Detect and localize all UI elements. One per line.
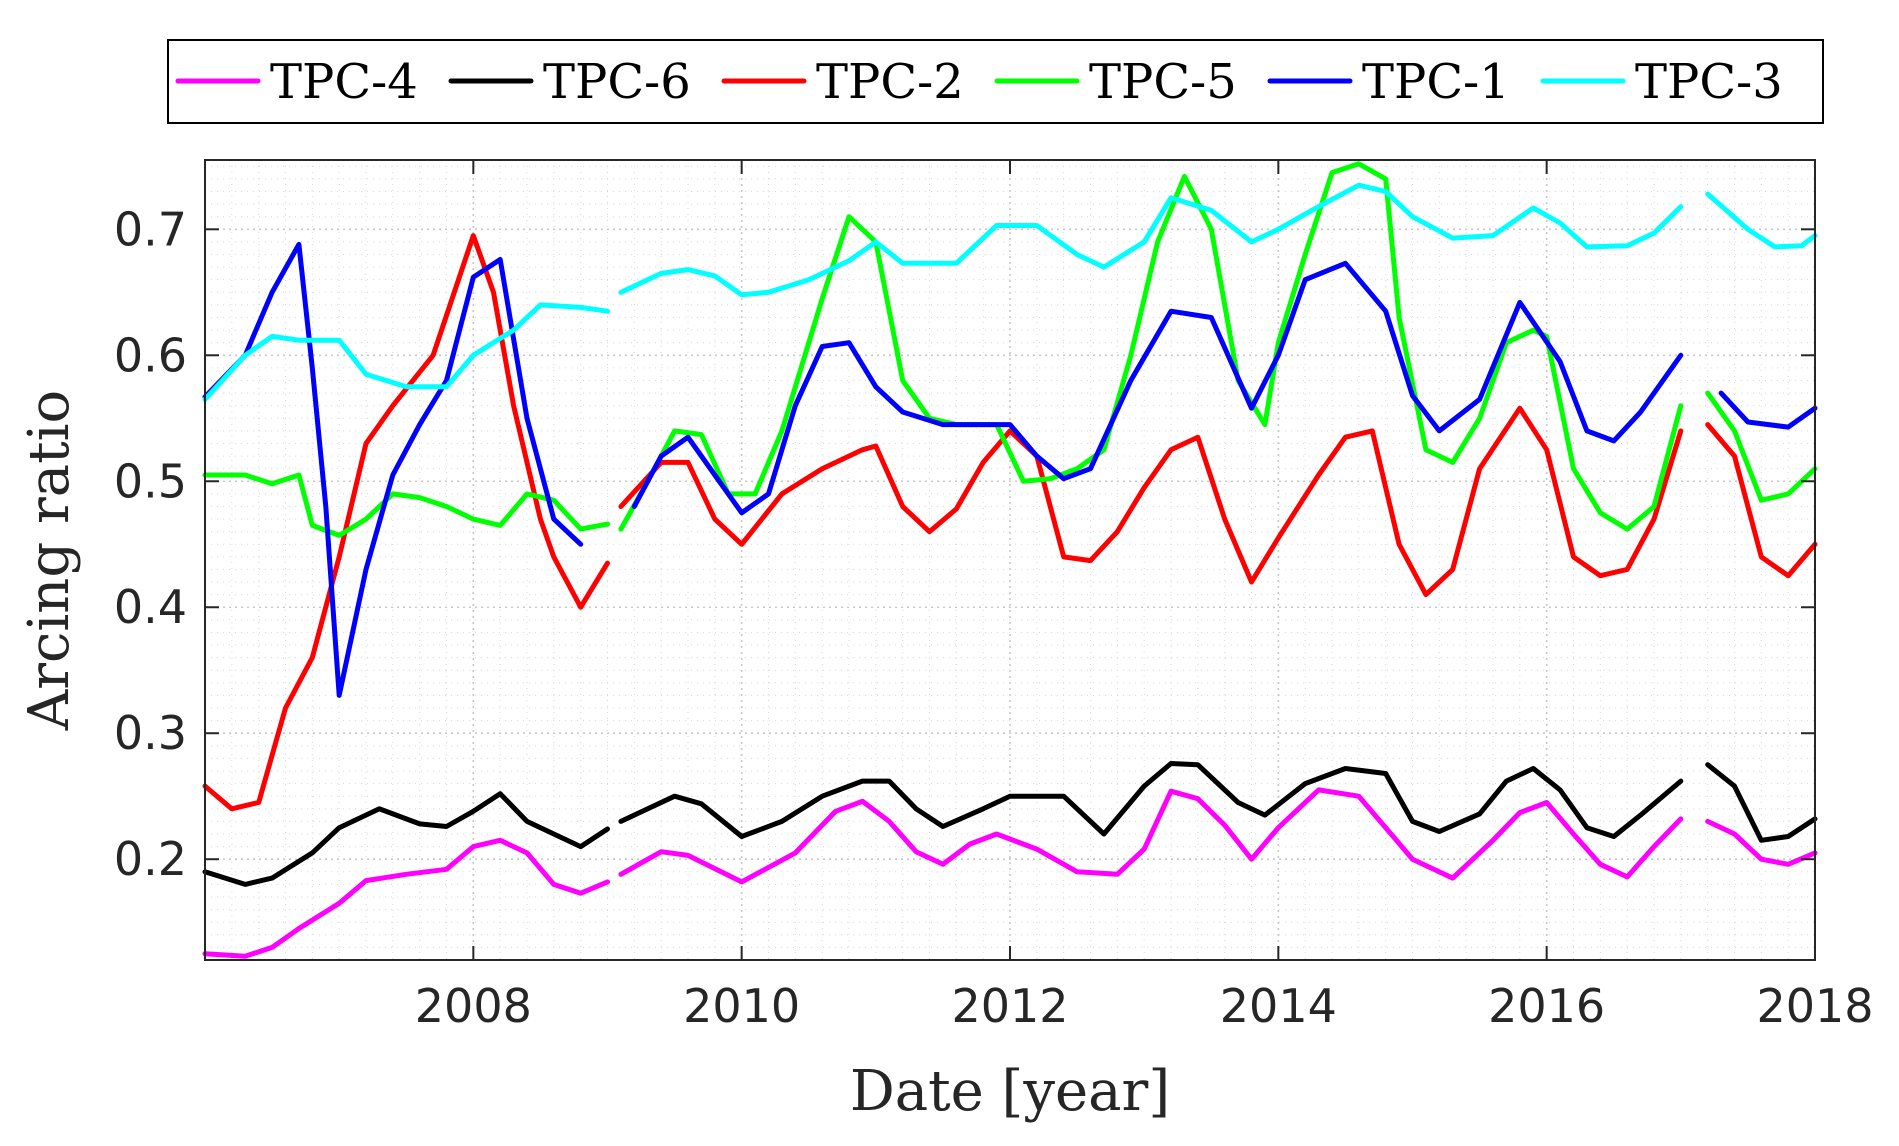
- series-line-tpc-5: [618, 161, 1684, 532]
- legend-item-tpc-6: TPC-6: [448, 54, 691, 110]
- series-tpc-2: [202, 233, 1818, 812]
- series-line-tpc-6: [1705, 762, 1818, 843]
- y-tick-label: 0.6: [114, 328, 187, 382]
- series-line-tpc-6: [202, 791, 610, 887]
- x-tick-label: 2016: [1488, 979, 1605, 1033]
- series-line-tpc-2: [1705, 422, 1818, 579]
- y-tick-label: 0.4: [114, 580, 187, 634]
- series-line-tpc-4: [202, 837, 610, 959]
- series-line-tpc-3: [1705, 191, 1818, 250]
- legend-item-tpc-1: TPC-1: [1267, 54, 1510, 110]
- series-layer: [202, 161, 1818, 959]
- legend-label: TPC-4: [270, 54, 418, 110]
- legend-label: TPC-5: [1089, 54, 1237, 110]
- legend-item-tpc-2: TPC-2: [721, 54, 964, 110]
- series-line-tpc-6: [618, 761, 1684, 839]
- x-tick-label: 2018: [1756, 979, 1873, 1033]
- series-tpc-4: [202, 787, 1818, 959]
- series-tpc-3: [202, 182, 1818, 402]
- legend: TPC-4 TPC-6 TPC-2 TPC-5 TPC-1 TPC-3: [167, 39, 1824, 124]
- series-tpc-1: [202, 241, 1818, 698]
- series-line-tpc-3: [202, 302, 610, 402]
- legend-items: TPC-4 TPC-6 TPC-2 TPC-5 TPC-1 TPC-3: [175, 54, 1783, 110]
- x-axis-title: Date [year]: [850, 1059, 1170, 1124]
- series-line-tpc-3: [618, 182, 1684, 298]
- x-tick-label: 2012: [951, 979, 1068, 1033]
- series-tpc-5: [202, 161, 1818, 538]
- x-tick-label: 2014: [1220, 979, 1337, 1033]
- legend-label: TPC-6: [543, 54, 691, 110]
- x-tick-label: 2008: [415, 979, 532, 1033]
- series-line-tpc-2: [618, 405, 1684, 598]
- series-line-tpc-1: [202, 241, 584, 698]
- series-line-tpc-2: [202, 233, 610, 812]
- series-line-tpc-4: [1705, 818, 1818, 867]
- legend-item-tpc-5: TPC-5: [994, 54, 1237, 110]
- legend-label: TPC-3: [1635, 54, 1783, 110]
- x-tick-label: 2010: [683, 979, 800, 1033]
- series-line-tpc-5: [202, 472, 610, 538]
- ticks: 2008 2010 2012 2014 2016 2018 0.2 0.3 0.4 0.5 0.6 0…: [114, 160, 1874, 1033]
- y-tick-label: 0.7: [114, 202, 187, 256]
- y-axis-title: Arcing ratio: [17, 390, 82, 731]
- legend-item-tpc-3: TPC-3: [1540, 54, 1783, 110]
- legend-item-tpc-4: TPC-4: [175, 54, 418, 110]
- y-tick-label: 0.2: [114, 832, 187, 886]
- series-tpc-6: [202, 761, 1818, 887]
- legend-label: TPC-1: [1362, 54, 1510, 110]
- y-tick-label: 0.3: [114, 706, 187, 760]
- series-line-tpc-4: [618, 787, 1684, 885]
- y-tick-label: 0.5: [114, 454, 187, 508]
- series-line-tpc-5: [1705, 390, 1818, 503]
- series-line-tpc-1: [1718, 390, 1818, 430]
- legend-label: TPC-2: [816, 54, 964, 110]
- series-line-tpc-1: [631, 260, 1684, 516]
